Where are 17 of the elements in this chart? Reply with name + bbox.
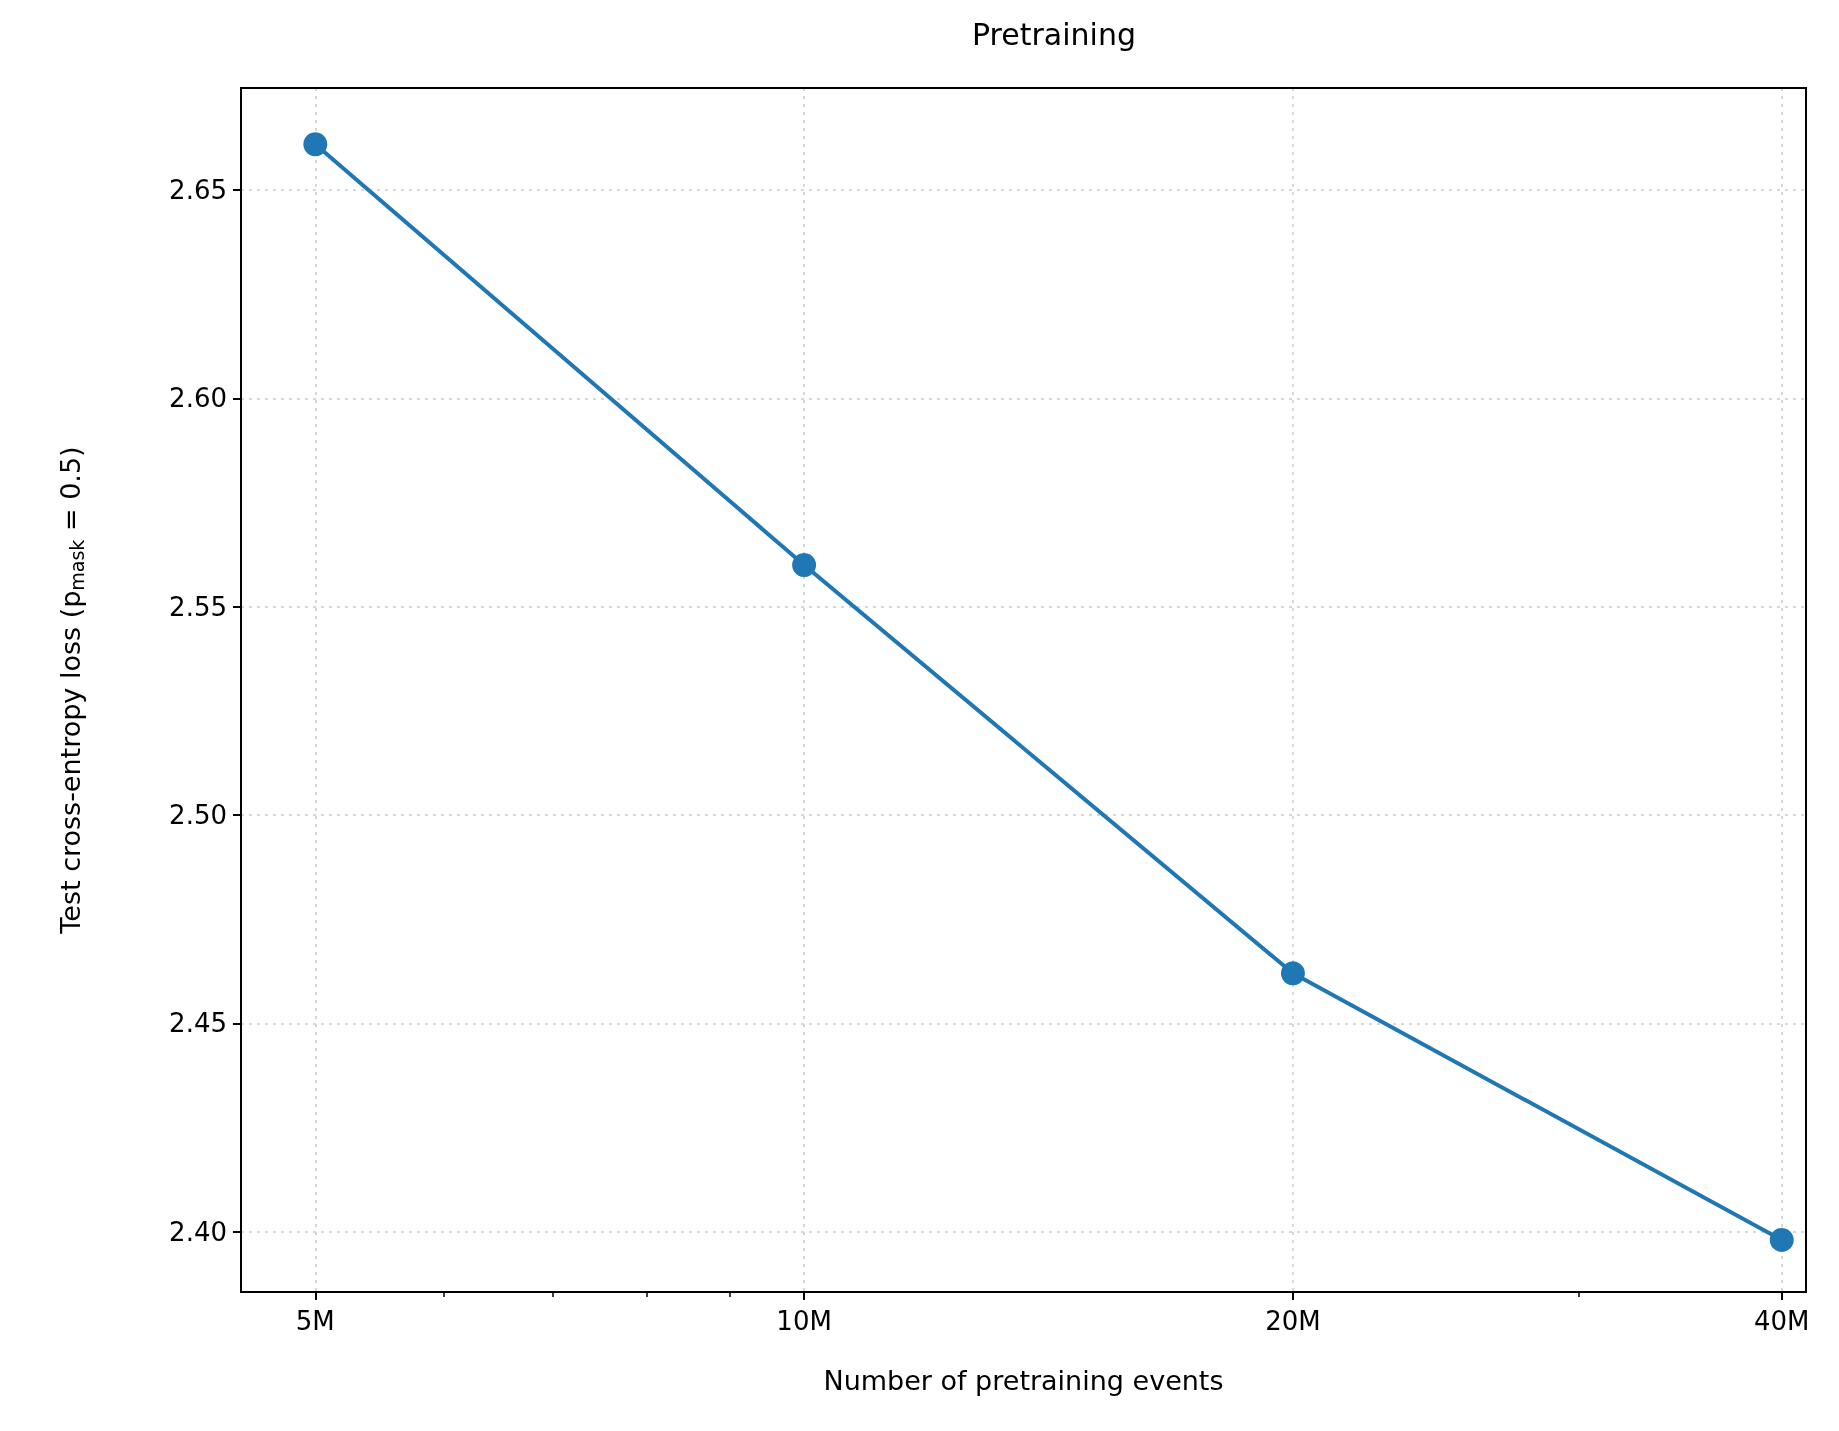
y-tick-label: 2.65 [169,175,227,206]
y-tick-label: 2.60 [169,383,227,414]
x-tick-label: 10M [776,1306,832,1336]
point [1280,961,1305,986]
point [303,132,328,157]
x-tick-label: 5M [295,1306,335,1336]
x-tick-label: 40M [1753,1306,1810,1336]
point [1769,1227,1794,1252]
y-tick-label: 2.45 [169,1008,227,1039]
x-axis-title: Number of pretraining events [823,1365,1224,1396]
y-tick-label: 2.40 [169,1216,227,1247]
point [792,553,817,578]
x-tick-label: 20M [1265,1306,1321,1336]
y-tick-label: 2.50 [169,799,227,830]
y-tick-label: 2.55 [169,591,227,622]
chart-title: Pretraining [972,16,1136,52]
y-axis-title: Test cross-entropy loss (pmask = 0.5) [55,446,88,935]
